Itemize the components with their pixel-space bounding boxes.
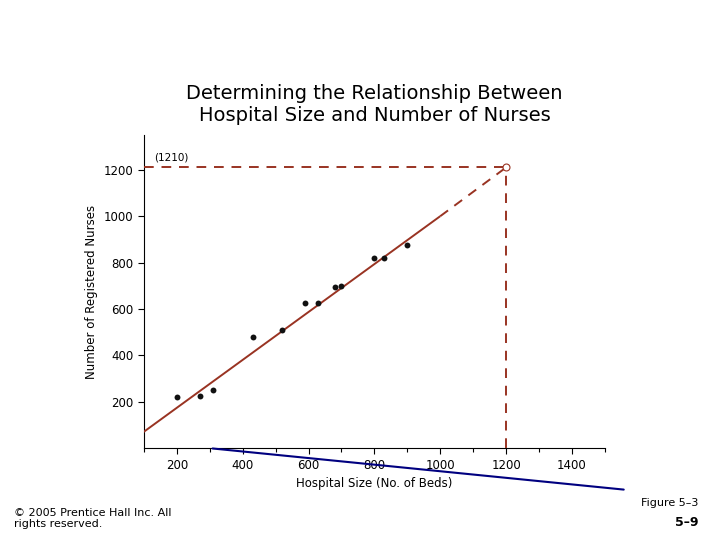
Point (500, 163, 512, 172)
Point (194, 392, 206, 400)
Point (402, 241, 413, 249)
Point (329, 282, 341, 291)
Point (312, 299, 324, 307)
Point (247, 333, 258, 341)
Title: Determining the Relationship Between
Hospital Size and Number of Nurses: Determining the Relationship Between Hos… (186, 84, 562, 125)
Text: Figure 5–3: Figure 5–3 (641, 497, 698, 508)
Text: © 2005 Prentice Hall Inc. All
rights reserved.: © 2005 Prentice Hall Inc. All rights res… (14, 508, 172, 529)
Point (369, 254, 380, 262)
Y-axis label: Number of Registered Nurses: Number of Registered Nurses (85, 205, 98, 379)
Point (276, 326, 288, 334)
Text: 5–9: 5–9 (675, 516, 698, 529)
X-axis label: Hospital Size (No. of Beds): Hospital Size (No. of Beds) (296, 477, 453, 490)
Point (207, 386, 219, 395)
Point (300, 299, 311, 307)
Point (171, 393, 183, 401)
Point (379, 254, 390, 262)
Text: (1210): (1210) (154, 153, 188, 163)
Point (336, 281, 347, 290)
